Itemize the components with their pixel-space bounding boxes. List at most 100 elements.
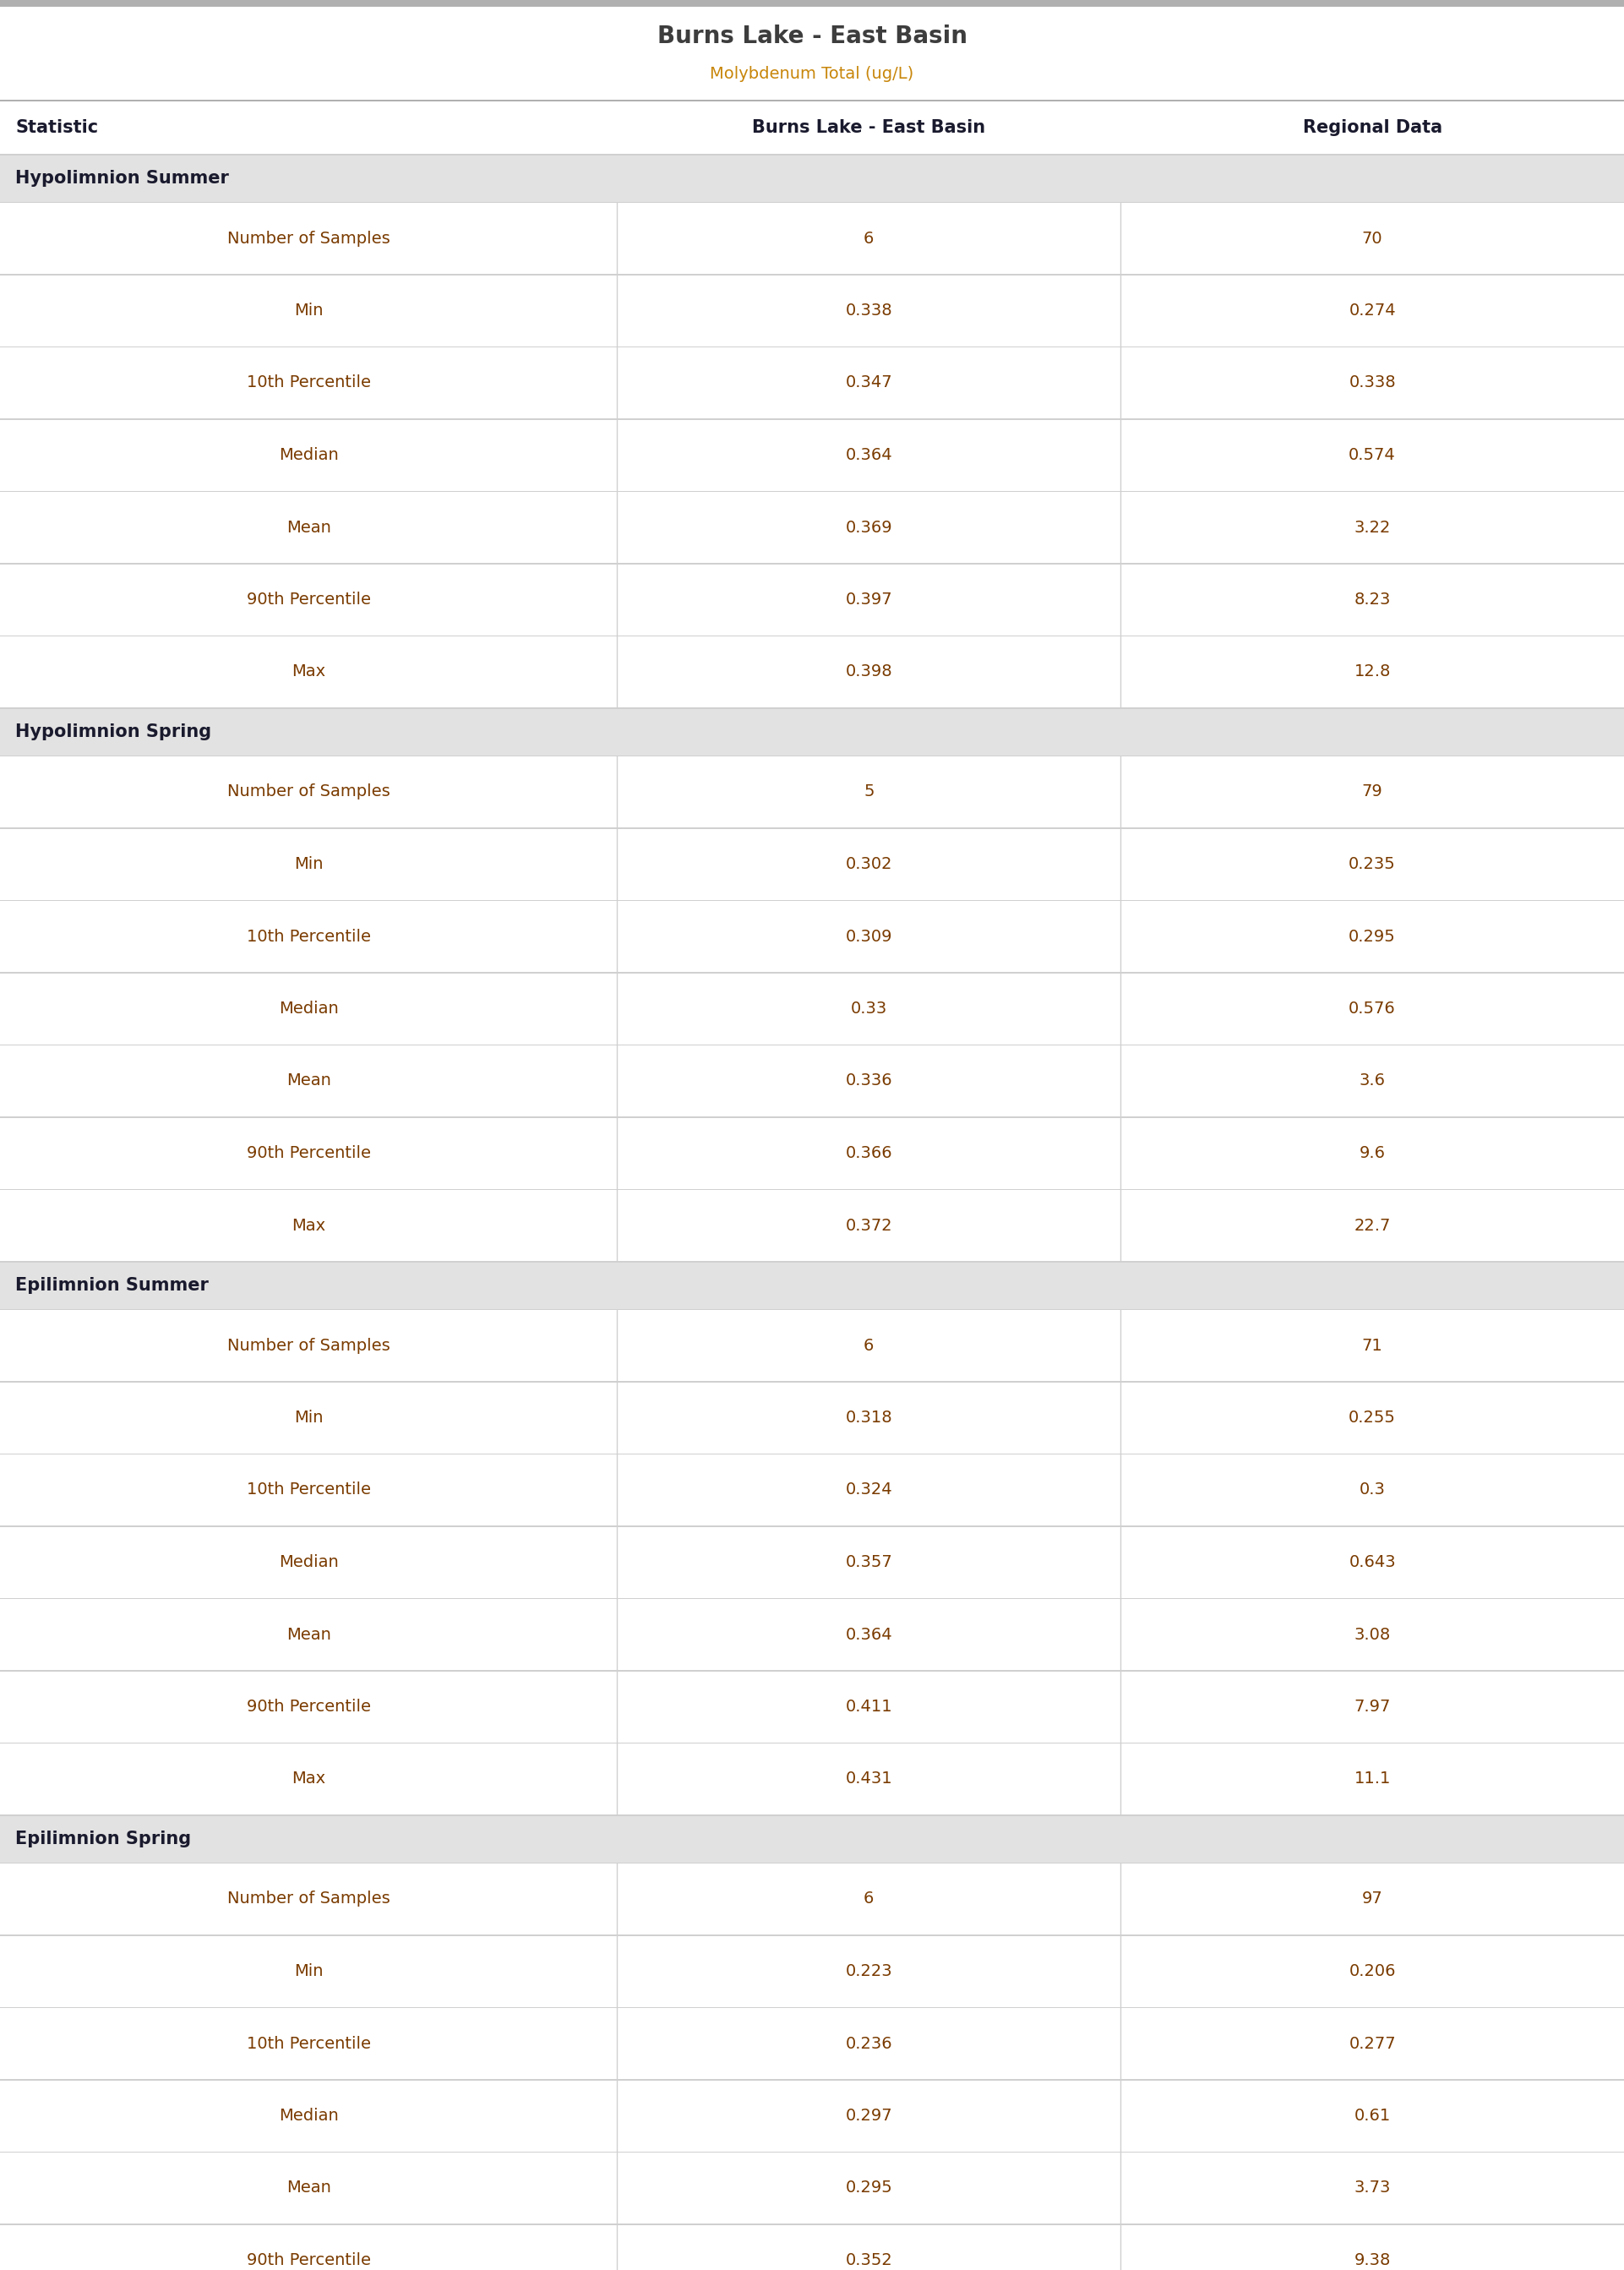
Text: 0.3: 0.3 [1359,1482,1385,1498]
Bar [0,1117,1624,1189]
Text: 3.08: 3.08 [1354,1625,1390,1643]
Text: 0.274: 0.274 [1350,302,1395,318]
Text: 0.397: 0.397 [846,592,892,608]
Text: 70: 70 [1363,229,1382,247]
Bar [0,636,1624,708]
Text: 0.338: 0.338 [846,302,892,318]
Bar [0,493,1624,563]
Text: 10th Percentile: 10th Percentile [247,2036,370,2052]
Bar [0,1189,1624,1260]
Text: 0.295: 0.295 [844,2179,893,2195]
Text: 0.398: 0.398 [846,663,892,681]
Bar [0,275,1624,345]
Text: 0.372: 0.372 [846,1217,892,1233]
Text: Max: Max [292,1217,325,1233]
Bar [0,708,1624,756]
Text: Epilimnion Spring: Epilimnion Spring [15,1830,192,1848]
Text: 22.7: 22.7 [1354,1217,1390,1233]
Text: 0.33: 0.33 [851,1001,887,1017]
Text: Number of Samples: Number of Samples [227,1891,390,1907]
Bar [0,2225,1624,2270]
Bar [0,901,1624,972]
Text: Median: Median [279,447,338,463]
Text: Mean: Mean [286,1074,331,1090]
Bar [0,829,1624,899]
Text: 0.206: 0.206 [1350,1964,1395,1979]
Text: 6: 6 [864,229,874,247]
Bar [0,756,1624,826]
Text: 12.8: 12.8 [1354,663,1390,681]
Text: 0.236: 0.236 [846,2036,892,2052]
Text: Min: Min [294,1964,323,1979]
Text: Regional Data: Regional Data [1302,118,1442,136]
Bar [0,1816,1624,1861]
Text: Median: Median [279,1001,338,1017]
Text: 0.369: 0.369 [846,520,892,536]
Text: 0.295: 0.295 [1348,928,1397,944]
Bar [0,2079,1624,2152]
Text: 3.6: 3.6 [1359,1074,1385,1090]
Text: 0.347: 0.347 [846,375,892,390]
Text: 0.318: 0.318 [846,1410,892,1426]
Text: 0.411: 0.411 [846,1698,892,1714]
Text: Number of Samples: Number of Samples [227,1337,390,1353]
Text: Min: Min [294,856,323,872]
Text: 90th Percentile: 90th Percentile [247,1144,370,1162]
Bar [0,974,1624,1044]
Bar [0,2009,1624,2079]
Text: Burns Lake - East Basin: Burns Lake - East Basin [752,118,986,136]
Text: 97: 97 [1363,1891,1382,1907]
Bar [0,1936,1624,2007]
Text: 5: 5 [864,783,874,799]
Bar [0,420,1624,490]
Text: Mean: Mean [286,1625,331,1643]
Text: Burns Lake - East Basin: Burns Lake - East Basin [658,25,966,48]
Text: 10th Percentile: 10th Percentile [247,375,370,390]
Bar [0,102,1624,154]
Bar [0,1455,1624,1525]
Text: Median: Median [279,1555,338,1571]
Text: Molybdenum Total (ug/L): Molybdenum Total (ug/L) [710,66,914,82]
Bar [0,1671,1624,1741]
Text: Median: Median [279,2109,338,2125]
Text: Hypolimnion Summer: Hypolimnion Summer [15,170,229,186]
Text: Mean: Mean [286,2179,331,2195]
Text: 0.336: 0.336 [846,1074,892,1090]
Bar [0,154,1624,202]
Text: Epilimnion Summer: Epilimnion Summer [15,1278,208,1294]
Text: 0.364: 0.364 [846,447,892,463]
Text: 9.6: 9.6 [1359,1144,1385,1162]
Text: 0.223: 0.223 [846,1964,892,1979]
Bar [0,1598,1624,1671]
Text: 0.338: 0.338 [1350,375,1395,390]
Text: Max: Max [292,1771,325,1786]
Text: Min: Min [294,302,323,318]
Text: Number of Samples: Number of Samples [227,783,390,799]
Text: 90th Percentile: 90th Percentile [247,2252,370,2268]
Text: 0.324: 0.324 [846,1482,892,1498]
Bar [0,0,1624,7]
Text: 79: 79 [1363,783,1382,799]
Text: 6: 6 [864,1337,874,1353]
Text: 6: 6 [864,1891,874,1907]
Text: 71: 71 [1363,1337,1382,1353]
Text: 11.1: 11.1 [1354,1771,1390,1786]
Text: 0.255: 0.255 [1348,1410,1397,1426]
Text: 10th Percentile: 10th Percentile [247,928,370,944]
Text: 10th Percentile: 10th Percentile [247,1482,370,1498]
Text: 0.61: 0.61 [1354,2109,1390,2125]
Text: 90th Percentile: 90th Percentile [247,592,370,608]
Bar [0,1310,1624,1380]
Text: Min: Min [294,1410,323,1426]
Text: 0.357: 0.357 [844,1555,893,1571]
Bar [0,1382,1624,1453]
Bar [0,1528,1624,1598]
Text: 3.73: 3.73 [1354,2179,1390,2195]
Bar [0,1743,1624,1814]
Text: 0.235: 0.235 [1348,856,1397,872]
Bar [0,347,1624,418]
Text: 0.352: 0.352 [844,2252,893,2268]
Text: 0.297: 0.297 [846,2109,892,2125]
Text: 0.364: 0.364 [846,1625,892,1643]
Text: Statistic: Statistic [15,118,97,136]
